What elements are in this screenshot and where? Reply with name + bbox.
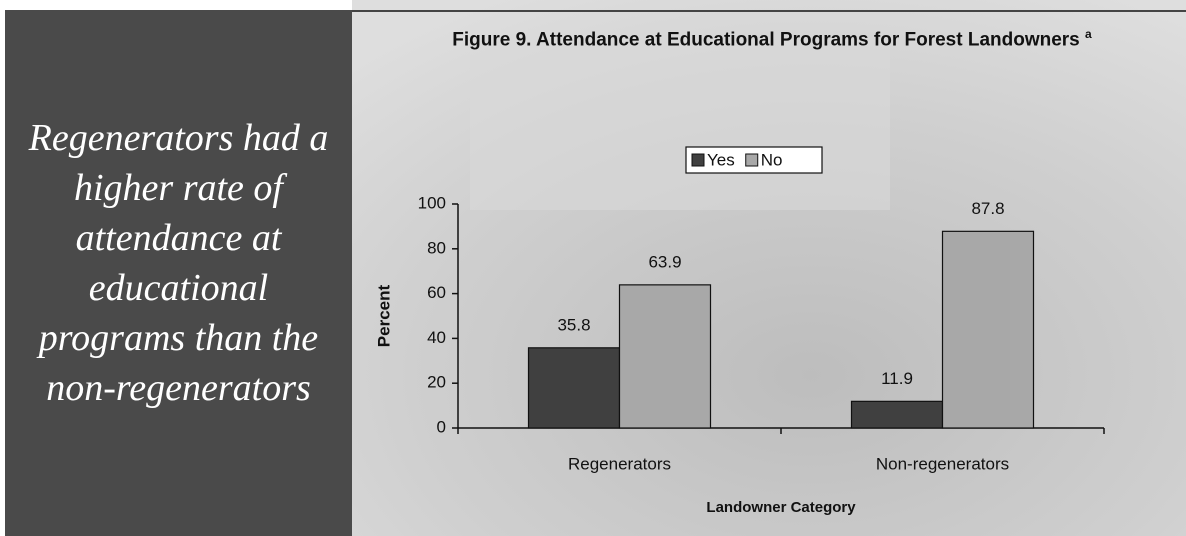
data-label: 35.8 [557,315,590,334]
data-label: 63.9 [648,252,681,271]
bar [527,347,621,429]
y-tick-label: 100 [418,193,446,212]
chart-title: Figure 9. Attendance at Educational Prog… [452,29,1080,51]
x-axis-label: Landowner Category [706,499,856,516]
bar [618,284,712,429]
chart: 0 20 40 60 80 100 Regenerators 35.8 63.9 Non-rege… [352,0,1186,536]
screen [470,40,890,210]
y-tick-label: 80 [427,238,446,257]
data-label: 87.8 [971,199,1004,218]
bar [941,230,1035,429]
aside-text: Regenerators had a higher rate of attend… [28,117,329,409]
legend-label: No [761,150,783,169]
y-tick-label: 40 [427,328,446,347]
y-tick-label: 60 [427,283,446,302]
legend-swatch [691,153,705,167]
bar [850,400,944,429]
title-note: a [1085,27,1092,41]
y-tick-label: 20 [427,373,446,392]
x-tick-label: Regenerators [568,454,671,473]
aside-panel: Regenerators had a higher rate of attend… [5,10,352,536]
data-label: 11.9 [881,369,913,388]
legend-label: Yes [707,150,735,169]
y-axis-label: Percent [374,284,393,347]
legend-swatch [745,153,759,167]
x-tick-label: Non-regenerators [876,454,1009,473]
y-tick-label: 0 [437,417,446,436]
chart-title-block: Figure 9. Attendance at Educational Prog… [452,20,1092,54]
